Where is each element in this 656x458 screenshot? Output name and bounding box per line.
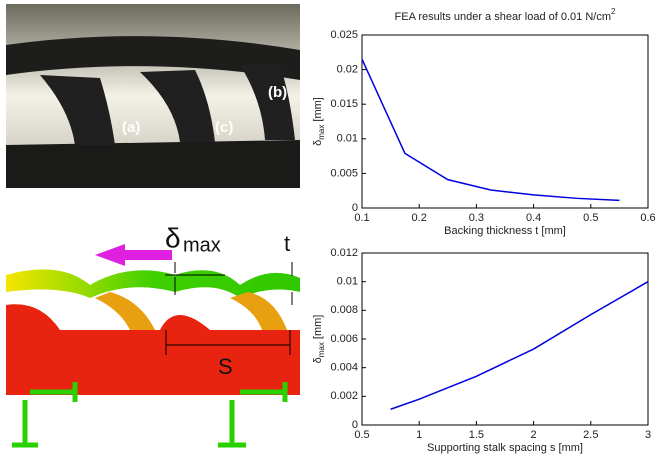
x-tick-label: 0.3 bbox=[469, 212, 484, 224]
y-label-unit: [mm] bbox=[312, 315, 324, 339]
chart-title: FEA results under a shear load of 0.01 N… bbox=[395, 7, 616, 23]
photo-label: (c) bbox=[215, 119, 233, 136]
y-tick-label: 0.012 bbox=[330, 247, 358, 259]
data-line bbox=[390, 281, 649, 410]
y-tick-label: 0.006 bbox=[330, 333, 358, 345]
x-tick-label: 0.5 bbox=[583, 212, 598, 224]
y-tick-label: 0 bbox=[352, 419, 358, 431]
y-tick-label: 0.025 bbox=[330, 29, 358, 41]
delta-subscript: max bbox=[183, 234, 221, 256]
y-axis-label: δmax [mm] bbox=[312, 315, 326, 364]
photo-label: (b) bbox=[268, 84, 287, 101]
y-label-subscript: max bbox=[317, 125, 326, 140]
photo-label: (a) bbox=[122, 119, 140, 136]
x-tick-label: 2.5 bbox=[583, 429, 598, 441]
y-axis-label: δmax [mm] bbox=[312, 97, 326, 146]
y-tick-label: 0.02 bbox=[337, 64, 358, 76]
y-tick-label: 0.015 bbox=[330, 98, 358, 110]
y-tick-label: 0.01 bbox=[337, 133, 358, 145]
x-tick-label: 0.6 bbox=[640, 212, 655, 224]
y-tick-label: 0.002 bbox=[330, 390, 358, 402]
y-label-symbol: δ bbox=[312, 140, 324, 146]
y-tick-label: 0.01 bbox=[337, 276, 358, 288]
y-tick-label: 0.008 bbox=[330, 304, 358, 316]
x-tick-label: 1 bbox=[416, 429, 422, 441]
data-line bbox=[361, 58, 620, 202]
y-tick-label: 0.004 bbox=[330, 362, 358, 374]
delta-label: δ bbox=[165, 222, 181, 253]
y-label-subscript: max bbox=[317, 342, 326, 357]
plot-frame bbox=[361, 34, 649, 209]
photo: (a) (b) (c) bbox=[6, 4, 300, 188]
x-tick-label: 0.4 bbox=[526, 212, 541, 224]
x-axis-label: Backing thickness t [mm] bbox=[444, 225, 566, 237]
x-tick-label: 0.5 bbox=[354, 429, 369, 441]
x-tick-label: 0.1 bbox=[354, 212, 369, 224]
y-tick-label: 0 bbox=[352, 202, 358, 214]
x-tick-label: 0.2 bbox=[412, 212, 427, 224]
x-axis-label: Supporting stalk spacing s [mm] bbox=[427, 442, 583, 454]
title-superscript: 2 bbox=[611, 7, 616, 16]
y-label-unit: [mm] bbox=[312, 97, 324, 121]
title-text: FEA results under a shear load of 0.01 N… bbox=[395, 11, 611, 23]
thickness-label: t bbox=[284, 231, 290, 256]
spacing-label: S bbox=[218, 354, 233, 379]
x-tick-label: 1.5 bbox=[469, 429, 484, 441]
y-label-symbol: δ bbox=[312, 357, 324, 363]
fea-diagram: δ max t S bbox=[6, 222, 300, 448]
x-tick-label: 2 bbox=[531, 429, 537, 441]
plot-frame bbox=[361, 252, 649, 426]
y-tick-label: 0.005 bbox=[330, 167, 358, 179]
x-tick-label: 3 bbox=[645, 429, 651, 441]
